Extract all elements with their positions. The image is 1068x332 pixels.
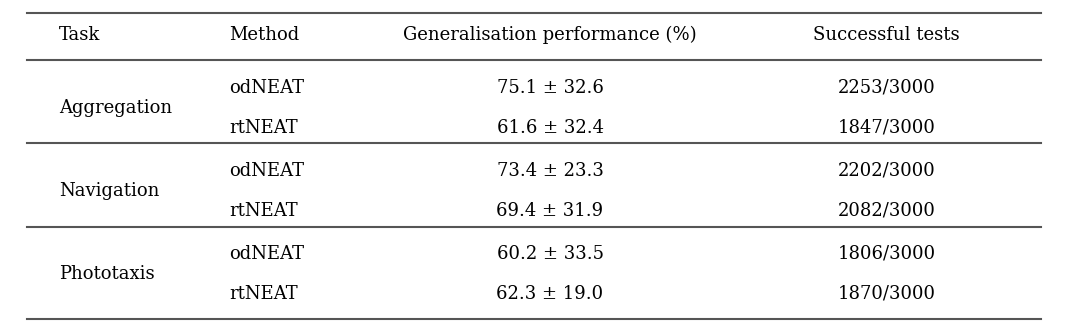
Text: 75.1 ± 32.6: 75.1 ± 32.6 [497, 79, 603, 97]
Text: rtNEAT: rtNEAT [230, 285, 298, 303]
Text: Phototaxis: Phototaxis [59, 265, 155, 283]
Text: 1847/3000: 1847/3000 [837, 119, 936, 137]
Text: 2202/3000: 2202/3000 [837, 162, 936, 180]
Text: rtNEAT: rtNEAT [230, 119, 298, 137]
Text: 2253/3000: 2253/3000 [837, 79, 936, 97]
Text: 2082/3000: 2082/3000 [837, 202, 936, 220]
Text: 1870/3000: 1870/3000 [837, 285, 936, 303]
Text: Generalisation performance (%): Generalisation performance (%) [404, 26, 696, 44]
Text: odNEAT: odNEAT [230, 162, 304, 180]
Text: Navigation: Navigation [59, 182, 159, 200]
Text: 69.4 ± 31.9: 69.4 ± 31.9 [497, 202, 603, 220]
Text: Aggregation: Aggregation [59, 99, 172, 117]
Text: 62.3 ± 19.0: 62.3 ± 19.0 [497, 285, 603, 303]
Text: 73.4 ± 23.3: 73.4 ± 23.3 [497, 162, 603, 180]
Text: Successful tests: Successful tests [813, 26, 960, 44]
Text: rtNEAT: rtNEAT [230, 202, 298, 220]
Text: Method: Method [230, 26, 300, 44]
Text: 1806/3000: 1806/3000 [837, 245, 936, 263]
Text: 60.2 ± 33.5: 60.2 ± 33.5 [497, 245, 603, 263]
Text: odNEAT: odNEAT [230, 245, 304, 263]
Text: odNEAT: odNEAT [230, 79, 304, 97]
Text: Task: Task [59, 26, 100, 44]
Text: 61.6 ± 32.4: 61.6 ± 32.4 [497, 119, 603, 137]
